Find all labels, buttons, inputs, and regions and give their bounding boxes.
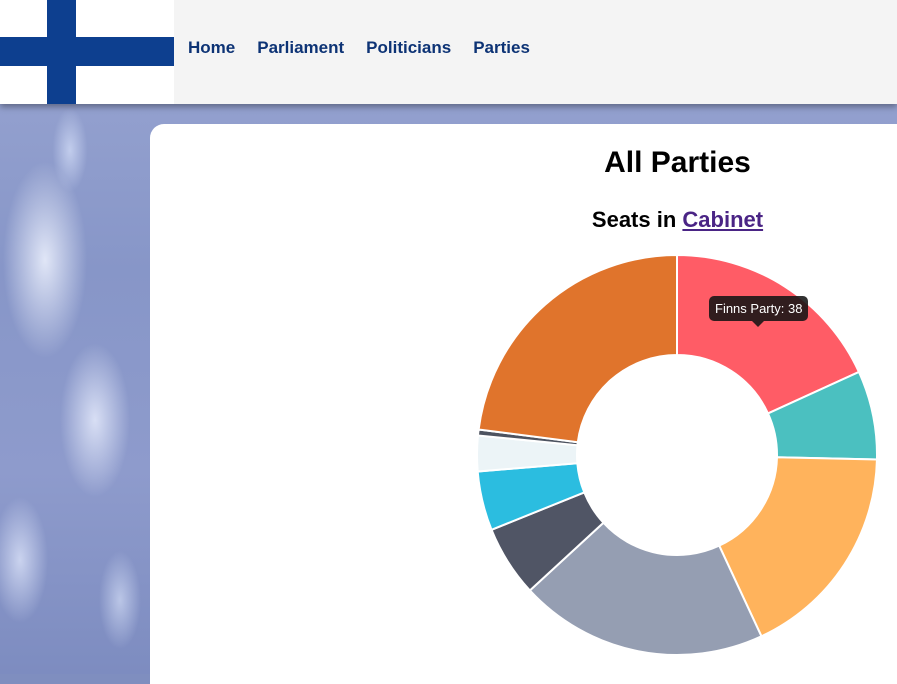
finland-flag-logo[interactable] [0,0,174,104]
cabinet-link[interactable]: Cabinet [682,207,764,232]
chart-tooltip: Finns Party: 38 [709,296,809,327]
donut-slice-2[interactable] [717,456,878,638]
nav-home-link[interactable]: Home [188,38,236,57]
nav-parties-link[interactable]: Parties [473,38,530,57]
subtitle-prefix: Seats in [591,207,677,232]
donut-slice-0[interactable] [676,253,861,415]
main-nav: Home Parliament Politicians Parties [188,38,530,58]
site-header: Home Parliament Politicians Parties [0,0,897,104]
chart-subtitle: Seats in Cabinet [0,207,897,233]
donut-slice-3[interactable] [528,521,763,656]
nav-parliament-link[interactable]: Parliament [257,38,345,57]
nav-politicians-link[interactable]: Politicians [366,38,452,57]
page-title: All Parties [604,146,751,179]
donut-slice-8[interactable] [477,253,678,444]
